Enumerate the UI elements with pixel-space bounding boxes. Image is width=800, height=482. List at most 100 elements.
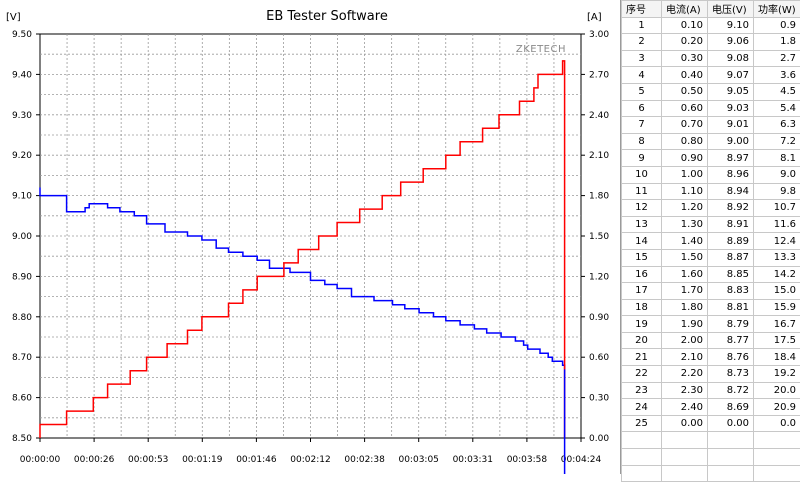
empty-cell	[708, 465, 754, 482]
left-axis-tick-label: 9.20	[12, 151, 32, 161]
cell-current: 2.10	[662, 349, 708, 366]
cell-current: 2.20	[662, 366, 708, 383]
cell-index: 9	[622, 150, 662, 167]
cell-voltage: 8.94	[708, 183, 754, 200]
cell-voltage: 8.83	[708, 283, 754, 300]
left-axis-tick-label: 9.10	[12, 192, 32, 202]
empty-cell	[622, 432, 662, 449]
empty-cell	[622, 465, 662, 482]
cell-power: 7.2	[754, 133, 800, 150]
cell-current: 1.40	[662, 233, 708, 250]
x-axis-tick-label: 00:01:46	[236, 455, 277, 465]
cell-current: 1.90	[662, 316, 708, 333]
cell-current: 1.00	[662, 166, 708, 183]
cell-power: 0.9	[754, 17, 800, 34]
right-axis-tick-label: 2.40	[589, 111, 609, 121]
cell-index: 12	[622, 200, 662, 217]
discharge-chart: 8.508.608.708.808.909.009.109.209.309.40…	[0, 0, 620, 474]
cell-voltage: 8.87	[708, 249, 754, 266]
left-axis-tick-label: 9.40	[12, 70, 32, 80]
column-header-current[interactable]: 电流(A)	[662, 1, 708, 18]
left-axis-tick-label: 8.90	[12, 272, 32, 282]
cell-voltage: 8.89	[708, 233, 754, 250]
cell-index: 3	[622, 50, 662, 67]
cell-index: 14	[622, 233, 662, 250]
empty-cell	[754, 465, 800, 482]
x-axis-tick-label: 00:03:58	[507, 455, 548, 465]
cell-index: 4	[622, 67, 662, 84]
cell-voltage: 9.10	[708, 17, 754, 34]
cell-voltage: 9.03	[708, 100, 754, 117]
empty-cell	[662, 449, 708, 466]
cell-voltage: 9.00	[708, 133, 754, 150]
right-axis-tick-label: 0.00	[589, 434, 609, 444]
right-axis-tick-label: 0.90	[589, 313, 609, 323]
column-header-power[interactable]: 功率(W)	[754, 1, 800, 18]
left-axis-tick-label: 8.50	[12, 434, 32, 444]
cell-current: 2.40	[662, 399, 708, 416]
cell-power: 8.1	[754, 150, 800, 167]
cell-current: 0.30	[662, 50, 708, 67]
cell-index: 22	[622, 366, 662, 383]
right-axis-tick-label: 1.50	[589, 232, 609, 242]
cell-power: 6.3	[754, 117, 800, 134]
cell-voltage: 9.07	[708, 67, 754, 84]
cell-voltage: 8.92	[708, 200, 754, 217]
cell-power: 20.9	[754, 399, 800, 416]
cell-power: 18.4	[754, 349, 800, 366]
cell-power: 2.7	[754, 50, 800, 67]
left-axis-tick-label: 9.50	[12, 30, 32, 40]
cell-index: 11	[622, 183, 662, 200]
table-row-empty	[622, 432, 800, 449]
left-axis-tick-label: 8.70	[12, 353, 32, 363]
cell-index: 24	[622, 399, 662, 416]
table-row-empty	[622, 449, 800, 466]
left-axis-tick-label: 8.80	[12, 313, 32, 323]
table-header-row: 序号 电流(A) 电压(V) 功率(W)	[622, 1, 800, 18]
cell-power: 15.0	[754, 283, 800, 300]
cell-power: 5.4	[754, 100, 800, 117]
cell-current: 1.30	[662, 216, 708, 233]
cell-power: 0.0	[754, 415, 800, 432]
cell-current: 1.20	[662, 200, 708, 217]
x-axis-tick-label: 00:00:26	[74, 455, 115, 465]
cell-voltage: 8.69	[708, 399, 754, 416]
cell-current: 0.50	[662, 83, 708, 100]
cell-current: 1.60	[662, 266, 708, 283]
cell-current: 0.70	[662, 117, 708, 134]
right-axis-tick-label: 2.70	[589, 70, 609, 80]
cell-power: 1.8	[754, 34, 800, 51]
column-header-voltage[interactable]: 电压(V)	[708, 1, 754, 18]
right-axis-unit: [A]	[587, 12, 602, 23]
empty-cell	[708, 449, 754, 466]
column-header-index[interactable]: 序号	[622, 1, 662, 18]
